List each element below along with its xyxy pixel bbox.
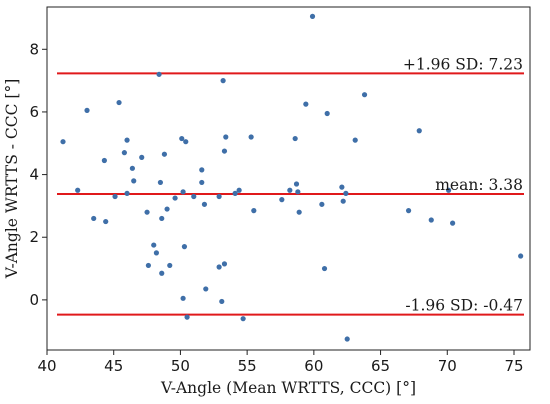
data-point xyxy=(180,189,186,195)
data-point xyxy=(156,71,162,77)
data-point xyxy=(191,193,197,200)
data-point xyxy=(321,265,328,272)
data-point xyxy=(220,78,226,84)
data-point xyxy=(405,208,412,214)
y-tick-label: 2 xyxy=(29,228,39,246)
data-point xyxy=(446,187,452,193)
data-point xyxy=(157,179,164,186)
data-point xyxy=(179,135,185,142)
data-point xyxy=(251,208,257,214)
y-tick-label: 8 xyxy=(29,40,39,58)
data-point xyxy=(518,253,524,259)
data-point xyxy=(296,209,302,215)
data-point xyxy=(295,189,301,195)
data-point xyxy=(232,190,238,196)
x-tick-label: 55 xyxy=(238,357,257,375)
line-annotations: +1.96 SD: 7.23 mean: 3.38 -1.96 SD: -0.47 xyxy=(403,55,523,314)
data-point xyxy=(164,206,170,212)
y-axis-label: V-Angle WRTTS - CCC [°] xyxy=(3,79,21,280)
x-tick-label: 60 xyxy=(304,357,323,375)
x-tick-label: 45 xyxy=(104,357,123,375)
x-axis-label: V-Angle (Mean WRTTS, CCC) [°] xyxy=(160,379,416,397)
data-point xyxy=(292,135,298,142)
data-point xyxy=(121,150,127,156)
data-point xyxy=(361,92,368,98)
data-point xyxy=(450,220,456,226)
data-point xyxy=(159,215,165,222)
axis-ticks: 40 45 50 55 60 65 70 75 0 2 4 6 8 xyxy=(29,40,523,375)
reference-lines xyxy=(57,72,524,316)
plot-frame xyxy=(46,6,531,351)
data-point xyxy=(112,193,118,200)
data-point xyxy=(236,187,242,193)
data-point xyxy=(139,154,145,160)
data-point xyxy=(223,134,229,140)
data-point xyxy=(428,217,434,223)
data-point xyxy=(145,262,152,269)
x-tick-label: 65 xyxy=(371,357,390,375)
data-point xyxy=(180,295,186,301)
x-tick-label: 70 xyxy=(438,357,457,375)
data-point xyxy=(124,190,130,196)
data-point xyxy=(101,157,107,164)
data-point xyxy=(324,110,330,117)
data-point xyxy=(60,139,66,145)
data-point xyxy=(129,165,135,171)
data-point xyxy=(216,264,222,270)
y-tick-label: 6 xyxy=(29,103,39,121)
data-point xyxy=(167,262,173,269)
data-point xyxy=(240,316,246,322)
data-point xyxy=(303,101,309,107)
data-point xyxy=(151,242,157,248)
data-point xyxy=(181,244,188,250)
data-point xyxy=(183,139,189,145)
data-point xyxy=(153,250,160,256)
data-point xyxy=(75,187,81,193)
x-tick-label: 40 xyxy=(37,357,56,375)
data-point xyxy=(309,13,316,19)
data-point xyxy=(287,187,293,193)
data-point xyxy=(116,99,122,106)
data-point xyxy=(221,148,228,154)
mean-label: mean: 3.38 xyxy=(435,176,523,194)
data-point xyxy=(343,190,349,196)
data-point xyxy=(199,179,205,186)
data-point xyxy=(144,209,150,215)
data-point xyxy=(131,178,137,184)
data-point xyxy=(221,261,228,267)
data-point xyxy=(340,198,346,204)
data-point xyxy=(319,201,325,207)
data-point xyxy=(203,286,209,292)
data-point xyxy=(172,195,178,201)
data-point xyxy=(159,270,165,276)
data-point xyxy=(416,128,422,134)
data-point xyxy=(91,215,97,222)
data-point xyxy=(279,197,285,203)
data-point xyxy=(201,201,208,207)
data-point xyxy=(352,137,358,143)
data-point xyxy=(184,314,190,320)
upper-loa-label: +1.96 SD: 7.23 xyxy=(403,55,523,73)
data-point xyxy=(103,218,109,225)
data-point xyxy=(84,107,90,113)
data-points xyxy=(60,13,524,342)
data-point xyxy=(248,134,254,140)
data-point xyxy=(339,184,345,190)
data-point xyxy=(199,167,205,173)
x-tick-label: 50 xyxy=(171,357,190,375)
x-tick-label: 75 xyxy=(504,357,523,375)
data-point xyxy=(216,193,222,200)
lower-loa-label: -1.96 SD: -0.47 xyxy=(405,297,523,315)
data-point xyxy=(161,151,168,157)
data-point xyxy=(293,181,300,187)
y-tick-label: 4 xyxy=(29,166,39,184)
y-tick-label: 0 xyxy=(29,291,39,309)
data-point xyxy=(344,336,350,342)
data-point xyxy=(124,137,130,143)
data-point xyxy=(219,298,225,305)
